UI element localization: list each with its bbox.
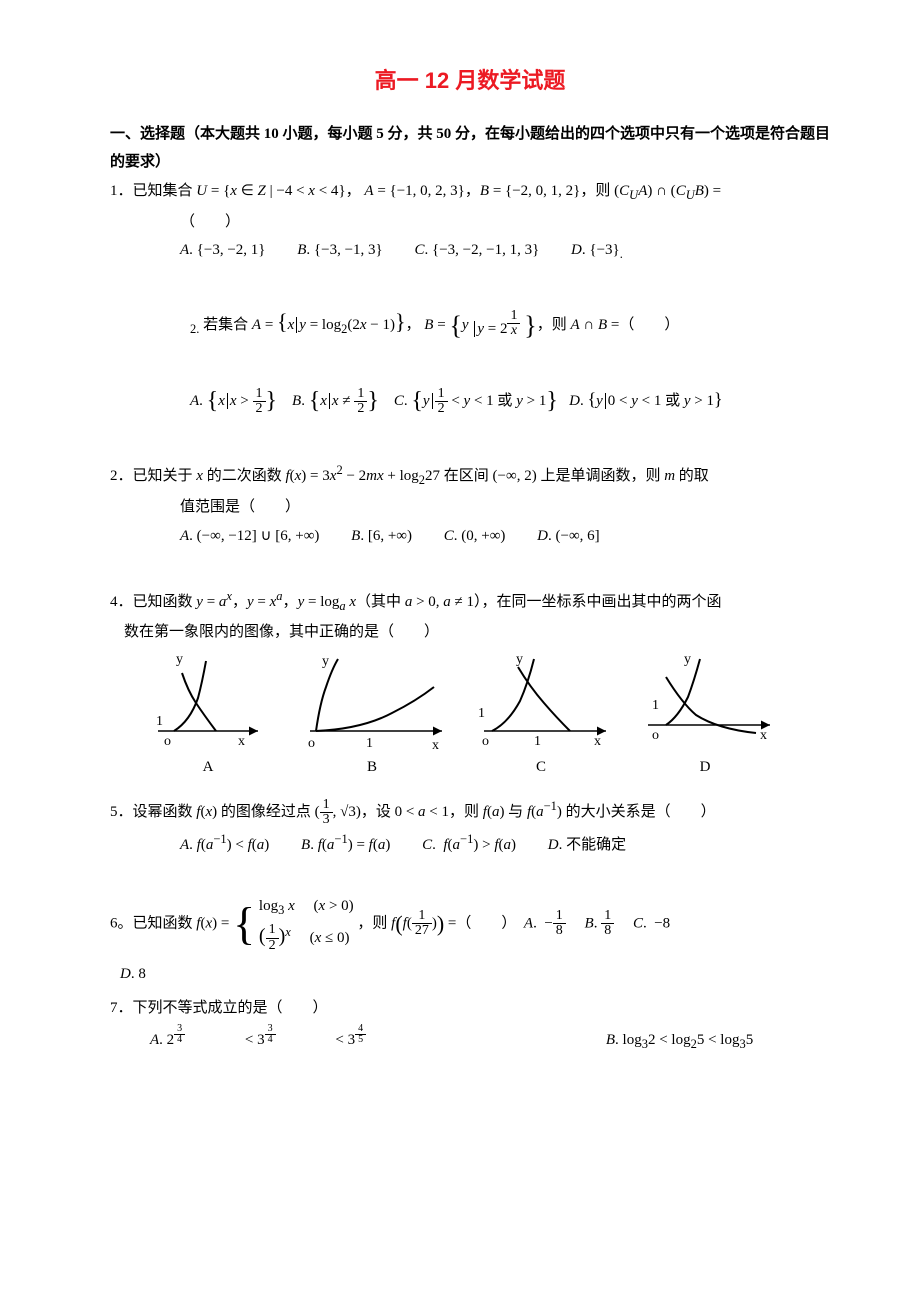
q5-optA: A. f(a−1) < f(a): [180, 828, 269, 860]
q4-label-C: C: [466, 753, 616, 782]
q4-label-D: D: [630, 753, 780, 782]
q1-optB: B. {−3, −1, 3}: [297, 236, 383, 265]
q1-stem: 1．已知集合 U = {x ∈ Z | −4 < x < 4}， A = {−1…: [110, 177, 830, 208]
q2-optD: D. {y0 < y < 1 或 y > 1}: [569, 393, 723, 409]
svg-text:1: 1: [478, 706, 485, 721]
q7-stem: 7．下列不等式成立的是（ ）: [110, 994, 830, 1023]
q5-options: A. f(a−1) < f(a) B. f(a−1) = f(a) C. f(a…: [110, 828, 830, 860]
q5-optC: C. f(a−1) > f(a): [422, 828, 516, 860]
q3-optB: B. [6, +∞): [351, 522, 412, 551]
q4-stem-a: 4．已知函数 y = ax，y = xa，y = loga x（其中 a > 0…: [110, 585, 830, 619]
svg-text:1: 1: [156, 714, 163, 729]
svg-text:x: x: [238, 734, 245, 749]
q6-stem: 6。已知函数 f(x) = { log3 x (x > 0) (12)x (x …: [110, 894, 830, 954]
q3-optD: D. (−∞, 6]: [537, 522, 600, 551]
svg-text:y: y: [684, 653, 691, 667]
svg-text:o: o: [164, 734, 171, 749]
q1-options: A. {−3, −2, 1} B. {−3, −1, 3} C. {−3, −2…: [110, 236, 830, 267]
q6-optD: D. 8: [110, 960, 830, 989]
q5-optB: B. f(a−1) = f(a): [301, 828, 390, 860]
q4-graph-B: y o 1 x: [292, 653, 452, 753]
svg-text:o: o: [652, 728, 659, 743]
q7-optB: B. log32 < log25 < log35: [606, 1026, 753, 1057]
q4-graph-C: y 1 o 1 x: [466, 653, 616, 753]
svg-text:x: x: [760, 728, 767, 743]
page-title: 高一 12 月数学试题: [110, 60, 830, 102]
q4-graph-A: y 1 o x: [138, 653, 278, 753]
q5-optD: D. 不能确定: [548, 831, 626, 860]
q3-stem: 2．已知关于 x 的二次函数 f(x) = 3x2 − 2mx + log227…: [110, 459, 830, 493]
svg-text:y: y: [516, 653, 523, 667]
svg-text:x: x: [432, 738, 439, 753]
q3-optA: A. (−∞, −12] ∪ [6, +∞): [180, 522, 319, 551]
svg-text:y: y: [176, 653, 183, 667]
q3-stem-b: 值范围是（ ）: [110, 493, 830, 522]
q5-stem: 5．设幂函数 f(x) 的图像经过点 (13, √3)，设 0 < a < 1，…: [110, 795, 830, 828]
svg-text:y: y: [322, 654, 329, 669]
q1-optD: D. {−3}.: [571, 236, 623, 267]
svg-text:1: 1: [366, 736, 373, 751]
svg-text:1: 1: [652, 698, 659, 713]
q4-graphs: y 1 o x A y o 1 x B: [138, 653, 830, 782]
q2-optB: B. {xx ≠ 12}: [292, 393, 383, 409]
svg-text:o: o: [308, 736, 315, 751]
q7-optA: A. 234 < 334 < 345: [150, 1023, 422, 1055]
q4-graph-D: y 1 o x: [630, 653, 780, 753]
q3-options: A. (−∞, −12] ∪ [6, +∞) B. [6, +∞) C. (0,…: [110, 522, 830, 551]
q1-blank: （ ）: [110, 208, 830, 237]
section-heading: 一、选择题（本大题共 10 小题，每小题 5 分，共 50 分，在每小题给出的四…: [110, 120, 830, 177]
q4-label-A: A: [138, 753, 278, 782]
q2-stem: 2. 若集合 A = {xy = log2(2x − 1)}， B = {y y…: [190, 301, 830, 350]
q4-stem-b: 数在第一象限内的图像，其中正确的是（ ）: [110, 618, 830, 647]
q1-optA: A. {−3, −2, 1}: [180, 236, 266, 265]
q2-optC: C. {y12 < y < 1 或 y > 1}: [394, 393, 562, 409]
svg-text:o: o: [482, 734, 489, 749]
q2-optA: A. {xx > 12}: [190, 393, 281, 409]
q4-label-B: B: [292, 753, 452, 782]
q2-options: A. {xx > 12} B. {xx ≠ 12} C. {y12 < y < …: [190, 379, 830, 425]
svg-text:x: x: [594, 734, 601, 749]
q3-optC: C. (0, +∞): [444, 522, 506, 551]
q1-optC: C. {−3, −2, −1, 1, 3}: [415, 236, 540, 265]
svg-text:1: 1: [534, 734, 541, 749]
q7-options: A. 234 < 334 < 345 B. log32 < log25 < lo…: [110, 1023, 830, 1057]
